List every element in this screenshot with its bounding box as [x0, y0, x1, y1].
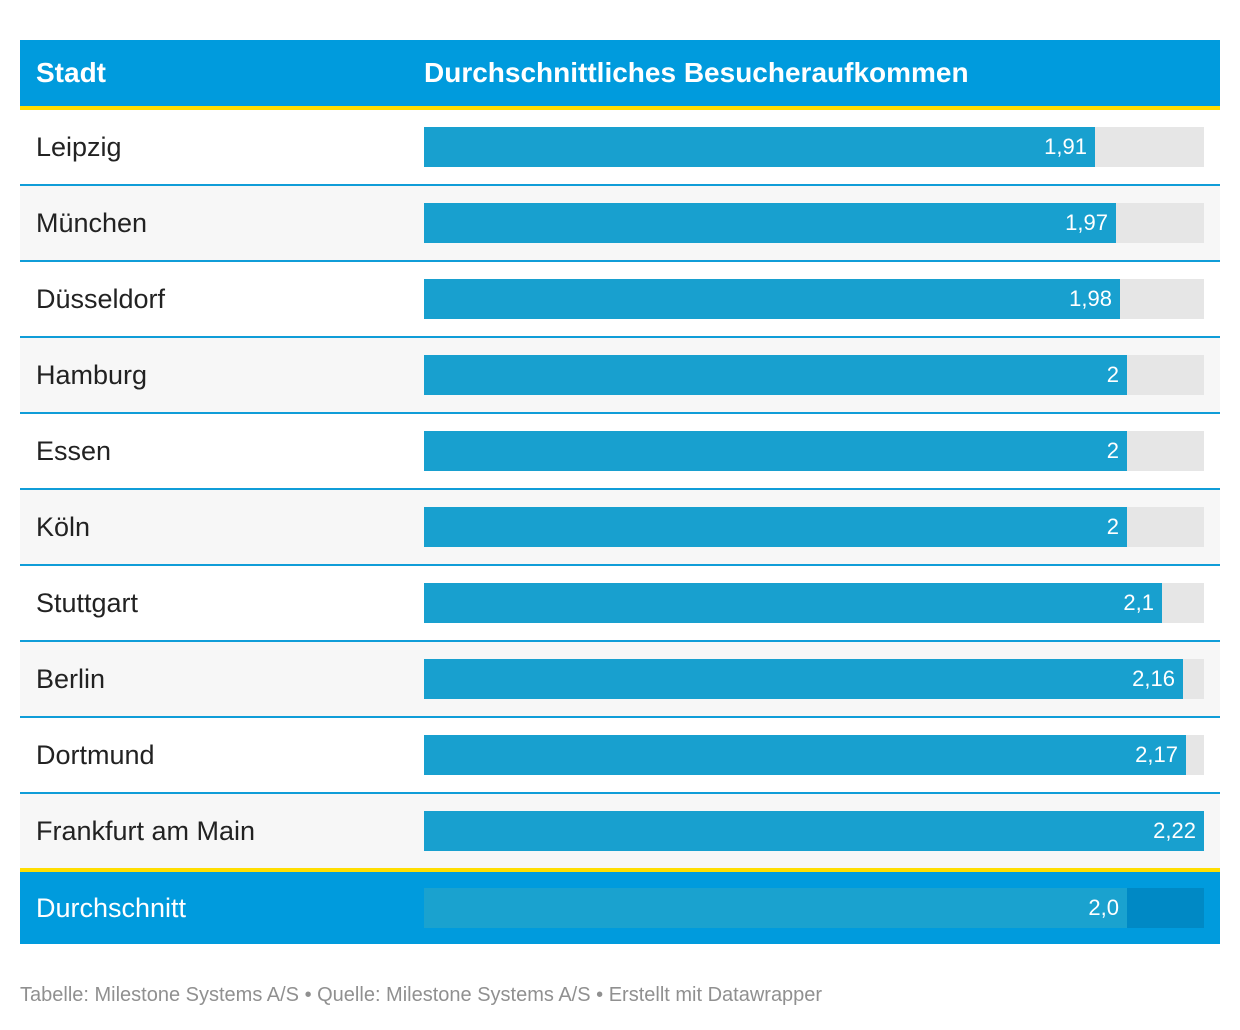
bar-value-label: 2,17 — [1135, 742, 1178, 767]
city-name: München — [36, 208, 148, 238]
bar: 1,97 — [424, 203, 1116, 243]
summary-row: Durchschnitt 2,0 — [20, 868, 1220, 944]
summary-label: Durchschnitt — [36, 893, 187, 923]
bar-track: 2 — [424, 355, 1204, 395]
city-name: Frankfurt am Main — [36, 816, 256, 846]
column-header-visitors: Durchschnittliches Besucheraufkommen — [424, 57, 969, 88]
bar-value-label: 2 — [1106, 362, 1119, 387]
bar: 1,98 — [424, 279, 1120, 319]
city-name: Düsseldorf — [36, 284, 166, 314]
bar-track: 2,22 — [424, 811, 1204, 851]
bar: 1,91 — [424, 127, 1095, 167]
city-name: Essen — [36, 436, 112, 466]
bar: 2 — [424, 355, 1127, 395]
source-note: Tabelle: Milestone Systems A/S • Quelle:… — [20, 984, 823, 1006]
table-header: Stadt Durchschnittliches Besucheraufkomm… — [20, 40, 1220, 110]
bar: 2 — [424, 431, 1127, 471]
table-row: Hamburg 2 — [20, 338, 1220, 414]
city-name: Berlin — [36, 664, 106, 694]
bar-value-label: 2,22 — [1153, 818, 1196, 843]
bar-track: 2,16 — [424, 659, 1204, 699]
city-name: Köln — [36, 512, 91, 542]
bar-track: 1,91 — [424, 127, 1204, 167]
bar-track: 2 — [424, 431, 1204, 471]
bar: 2,1 — [424, 583, 1162, 623]
summary-bar-value-label: 2,0 — [1088, 895, 1119, 920]
bar-value-label: 1,98 — [1069, 286, 1112, 311]
table-row: Dortmund 2,17 — [20, 718, 1220, 794]
bar-track: 2 — [424, 507, 1204, 547]
table-row: Köln 2 — [20, 490, 1220, 566]
table-row: Frankfurt am Main 2,22 — [20, 794, 1220, 870]
table-row: Essen 2 — [20, 414, 1220, 490]
bar-value-label: 1,97 — [1065, 210, 1108, 235]
table-row: Stuttgart 2,1 — [20, 566, 1220, 642]
city-name: Hamburg — [36, 360, 148, 390]
bar-track: 2,1 — [424, 583, 1204, 623]
data-table: Stadt Durchschnittliches Besucheraufkomm… — [20, 40, 1220, 944]
table-row: Leipzig 1,91 — [20, 110, 1220, 186]
bar-track: 1,98 — [424, 279, 1204, 319]
bar-value-label: 1,91 — [1044, 134, 1087, 159]
table-row: Düsseldorf 1,98 — [20, 262, 1220, 338]
bar: 2,22 — [424, 811, 1204, 851]
bar-value-label: 2,16 — [1132, 666, 1175, 691]
bar: 2,17 — [424, 735, 1186, 775]
table-row: München 1,97 — [20, 186, 1220, 262]
bar: 2,16 — [424, 659, 1183, 699]
table-row: Berlin 2,16 — [20, 642, 1220, 718]
bar: 2 — [424, 507, 1127, 547]
city-name: Leipzig — [36, 132, 122, 162]
column-header-city: Stadt — [36, 57, 106, 88]
bar-value-label: 2 — [1106, 514, 1119, 539]
city-name: Stuttgart — [36, 588, 139, 618]
bar-value-label: 2,1 — [1123, 590, 1154, 615]
summary-bar: 2,0 — [424, 888, 1127, 928]
bar-track: 1,97 — [424, 203, 1204, 243]
summary-bar-track: 2,0 — [424, 888, 1204, 928]
bar-value-label: 2 — [1106, 438, 1119, 463]
table-body: Leipzig 1,91 München 1,97 Düsseldorf 1,98 Hamb… — [20, 110, 1220, 870]
bar-track: 2,17 — [424, 735, 1204, 775]
city-name: Dortmund — [36, 740, 155, 770]
